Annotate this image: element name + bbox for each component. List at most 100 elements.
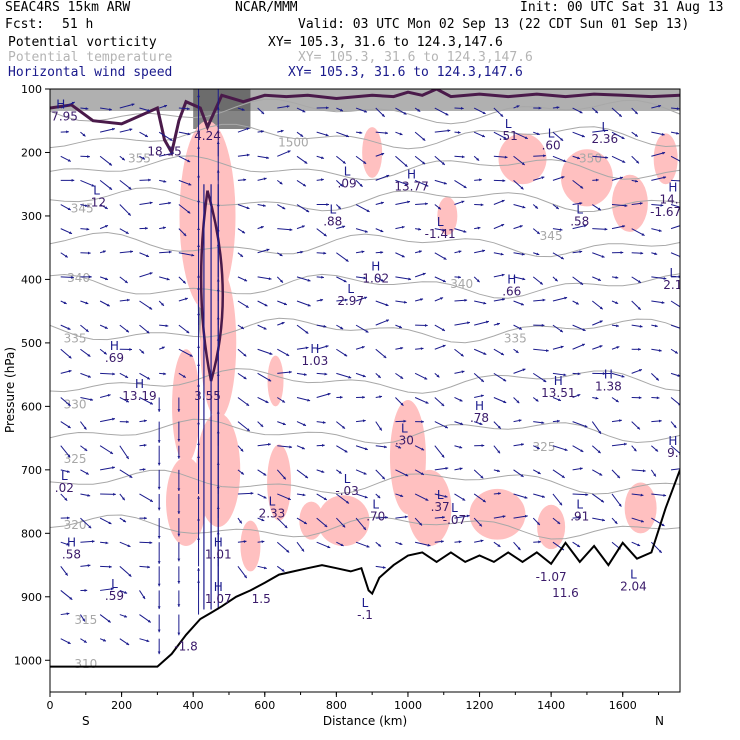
wind-arrowhead [109,186,113,190]
extremum-value: .69 [105,351,124,365]
extremum-marker: L [401,421,408,435]
wind-arrowhead [638,396,642,400]
wind-arrowhead [85,471,89,475]
wind-arrowhead [122,519,126,523]
wind-arrowhead [182,280,186,284]
extremum-marker: L [344,472,351,486]
extremum-value: .78 [470,411,489,425]
extremum-marker: L [372,498,379,512]
wind-arrowhead [268,378,272,382]
wind-arrowhead [197,442,200,445]
wind-arrowhead [442,228,446,232]
theta-label: 345 [71,202,94,216]
wind-arrowhead [243,178,247,182]
field-pv-xy: XY= 105.3, 31.6 to 124.3,147.6 [268,35,503,50]
wind-arrowhead [125,329,129,333]
wind-arrowhead [520,186,524,190]
wind-arrowhead [638,369,642,372]
x-axis-title: Distance (km) [323,714,407,728]
wind-arrowhead [535,205,538,209]
wind-arrowhead [264,303,268,307]
extremum-value: 4.24 [194,129,221,143]
wind-arrowhead [503,378,507,382]
wind-arrowhead [536,252,540,256]
wind-arrowhead [326,106,329,110]
wind-arrowhead [66,542,70,546]
wind-arrowhead [615,399,619,403]
wind-arrowhead [143,443,147,447]
extremum-marker: H [67,536,76,550]
wind-arrowhead [146,254,150,258]
wind-arrowhead [620,251,624,255]
wind-arrowhead [436,374,440,378]
wind-arrowhead [66,470,70,473]
wind-arrowhead [639,202,643,205]
wind-arrowhead [103,351,107,355]
wind-arrowhead [112,417,115,421]
wind-arrowhead [542,298,546,302]
field-pv-name: Potential vorticity [8,35,157,50]
wind-arrowhead [157,651,161,655]
y-tick-label: 700 [21,464,42,477]
wind-arrowhead [577,394,581,397]
terrain-line [50,469,680,668]
wind-arrowhead [521,443,524,446]
wind-vector [592,155,609,159]
wind-arrowhead [560,256,564,260]
wind-arrowhead [321,275,324,279]
extremum-value: .91 [570,510,589,524]
wind-arrowhead [447,129,451,133]
wind-arrowhead [109,107,112,111]
theta-label: 310 [74,657,97,671]
wind-arrowhead [541,495,545,498]
wind-arrowhead [682,180,685,183]
wind-arrowhead [460,106,464,110]
wind-arrowhead [302,493,306,497]
wind-arrowhead [561,176,565,179]
wind-arrowhead [125,399,129,403]
wind-arrowhead [263,566,267,570]
wind-arrowhead [112,466,115,470]
wind-arrowhead [149,306,153,310]
wind-arrowhead [398,445,402,449]
wind-arrowhead [243,376,247,380]
wind-arrowhead [87,155,90,158]
wind-arrowhead [483,352,487,355]
wind-arrowhead [85,107,89,111]
y-tick-label: 900 [21,591,42,604]
wind-arrowhead [482,499,486,503]
wind-arrowhead [246,206,250,210]
wind-arrowhead [66,612,70,616]
wind-arrowhead [157,535,161,539]
wind-arrowhead [261,540,265,544]
wind-arrowhead [422,137,426,141]
extremum-value: .30 [395,433,414,447]
y-axis-title: Pressure (hPa) [3,347,17,433]
extremum-value: -.1 [357,608,373,622]
wind-arrowhead [464,298,468,302]
wind-arrowhead [302,183,306,187]
extremum-marker: L [669,266,676,280]
wind-arrowhead [109,565,112,569]
wind-arrowhead [345,134,349,138]
wind-arrowhead [87,251,91,255]
wind-arrowhead [524,514,528,518]
wind-arrowhead [522,205,526,209]
extremum-marker: H [110,339,119,353]
wind-arrowhead [241,230,245,234]
extremum-marker: H [475,399,484,413]
wind-arrowhead [243,575,247,579]
wind-arrowhead [307,278,311,282]
wind-arrowhead [340,543,344,547]
wind-arrowhead [385,516,388,519]
extremum-value: 2.36 [591,132,618,146]
wind-arrowhead [216,107,220,110]
south-end-label: S [82,714,90,728]
extremum-value: 2.04 [620,579,647,593]
wind-arrowhead [104,326,108,329]
wind-arrowhead [458,540,462,544]
extremum-marker: L [347,282,354,296]
wind-arrowhead [459,445,463,449]
wind-arrowhead [442,279,446,283]
wind-arrowhead [403,419,407,423]
